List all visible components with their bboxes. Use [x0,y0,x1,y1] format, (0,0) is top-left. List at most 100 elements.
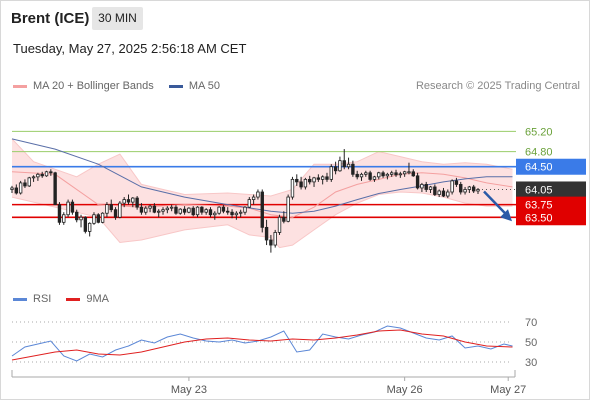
candle-body [57,204,62,223]
candle-body [394,172,398,176]
candle-body [338,160,342,172]
candle-body [407,171,411,174]
level-label-65-20: 65.20 [525,126,553,138]
candle-body [433,186,437,195]
candle-body [70,201,75,213]
candle-body [165,207,170,211]
legend-swatch-9ma [66,297,81,301]
candle-body [182,208,187,213]
level-label-box-64-05 [516,181,586,198]
candle-body [62,214,66,223]
candle-body [247,199,252,208]
candle-body [14,187,19,194]
candle-body [230,211,234,216]
legend-ma20: MA 20 + Bollinger Bands [13,80,154,92]
candle-body [342,160,346,168]
candle-body [204,209,208,213]
candle-body [187,207,191,213]
candle-body [195,206,200,216]
candle-body [10,187,14,190]
ma50-line [11,138,513,214]
candle-body [299,181,303,188]
candle-body [320,176,325,180]
forecast-arrow-head [500,209,512,222]
candle-body [96,214,100,223]
bollinger-upper [11,138,513,197]
rsi-tick-70: 70 [525,317,537,329]
candle-body [260,191,264,228]
candle-body [364,172,368,175]
candle-body [390,172,394,175]
candle-body [277,216,282,233]
timeframe-badge[interactable]: 30 MIN [92,7,143,30]
legend-9ma-label: 9MA [86,293,110,305]
candle-body [100,212,105,223]
candle-body [221,206,226,212]
candle-body [446,191,450,197]
x-tick-label: May 26 [387,384,423,396]
legend-rsi-label: RSI [33,293,52,305]
candle-body [157,210,161,213]
candle-body [316,177,321,180]
candle-body [450,180,454,193]
candle-body [217,206,221,214]
candle-body [213,212,217,216]
candle-body [459,184,463,193]
candle-body [312,177,316,183]
candle-body [27,177,31,187]
candle-body [437,190,441,195]
candle-body [36,173,40,178]
rsi-9ma-line [11,329,513,361]
candle-body [139,206,144,213]
candle-body [79,216,83,221]
rsi-legend: RSI 9MA [13,293,109,305]
candle-body [286,196,290,222]
candle-body [385,173,390,177]
candle-body [346,163,351,168]
candle-body [152,205,157,213]
candle-body [355,173,359,178]
legend-ma50-label: MA 50 [188,80,221,92]
candle-body [377,172,381,178]
candle-body [415,175,420,189]
candle-body [476,189,480,192]
x-tick-label: May 23 [171,384,207,396]
rsi-tick-50: 50 [525,337,537,349]
candle-body [243,206,247,213]
candle-body [226,210,230,213]
level-label-63-50: 63.50 [525,212,553,224]
candle-body [40,173,44,177]
candle-body [208,209,213,216]
candle-body [351,163,355,175]
x-tick-label: May 27 [490,384,526,396]
candle-body [381,172,385,177]
candle-body [269,239,273,246]
candle-body [113,209,118,218]
candle-body [122,199,126,204]
candle-body [75,211,79,221]
timestamp: Tuesday, May 27, 2025 2:56:18 AM CET [13,41,247,56]
candle-body [87,222,92,232]
instrument-title: Brent (ICE) [11,10,90,27]
candle-body [264,226,269,241]
candle-body [402,171,407,175]
legend-ma20-label: MA 20 + Bollinger Bands [33,80,154,92]
candle-body [169,206,174,209]
candle-body [420,184,424,189]
candle-body [234,212,239,216]
candle-body [31,176,36,179]
legend-rsi: RSI [13,293,51,305]
candle-body [441,190,446,197]
candle-body [325,176,329,180]
candle-body [256,191,260,198]
candle-body [83,216,88,232]
candle-body [144,207,148,213]
level-label-63-75: 63.75 [525,200,553,212]
candle-body [161,209,165,212]
candle-body [23,182,27,187]
candle-body [411,171,415,177]
level-label-box-64-50 [516,158,586,175]
candle-body [109,204,113,211]
level-label-64-80: 64.80 [525,147,553,159]
candle-body [126,199,131,203]
